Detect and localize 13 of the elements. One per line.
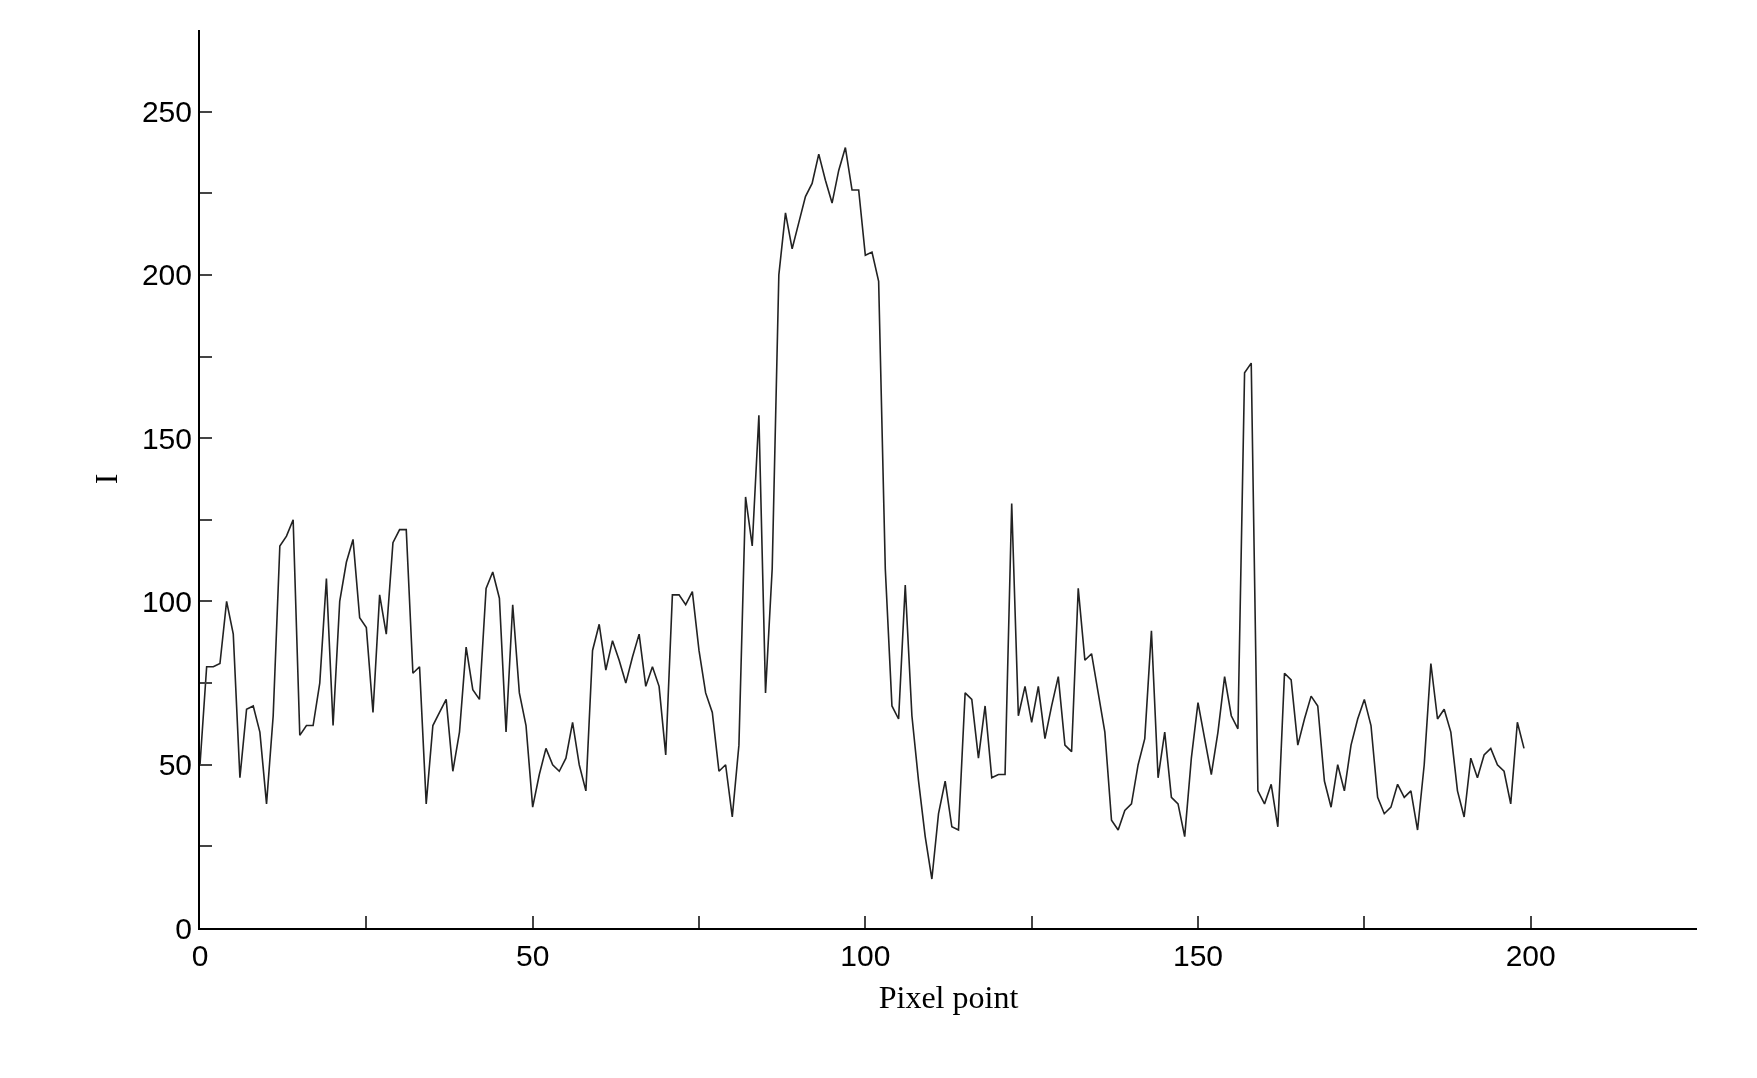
y-tick-label: 50 bbox=[158, 748, 192, 782]
y-tick-label: 200 bbox=[141, 258, 192, 292]
x-tick-label: 200 bbox=[1505, 939, 1556, 972]
x-tick-label: 100 bbox=[840, 939, 891, 972]
y-tick-label: 100 bbox=[141, 584, 192, 618]
y-tick-label: 250 bbox=[141, 95, 192, 129]
x-axis-title: Pixel point bbox=[878, 979, 1019, 1016]
x-tick-label: 150 bbox=[1172, 939, 1224, 972]
x-tick-label: 50 bbox=[515, 939, 550, 972]
y-axis-title: I bbox=[87, 473, 124, 485]
y-tick-label: 150 bbox=[141, 421, 192, 455]
line-series bbox=[200, 146, 1525, 880]
y-tick-label: 0 bbox=[175, 911, 192, 945]
